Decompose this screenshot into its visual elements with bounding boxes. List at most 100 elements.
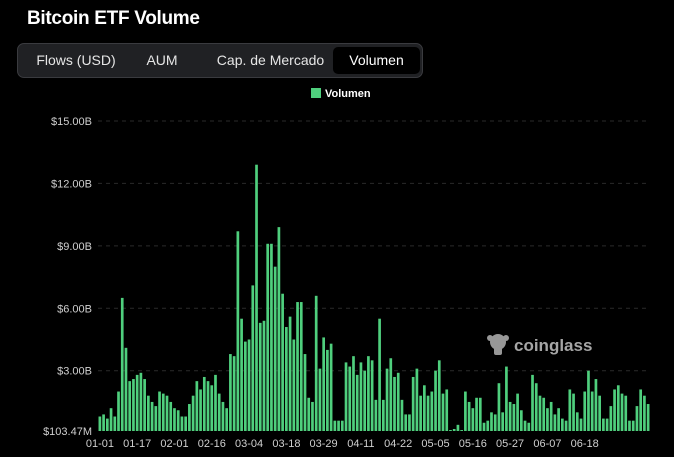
volume-bar[interactable]: [202, 376, 206, 431]
volume-bar[interactable]: [542, 397, 546, 431]
volume-bar[interactable]: [464, 391, 467, 431]
volume-bar[interactable]: [579, 418, 583, 431]
volume-bar[interactable]: [292, 339, 296, 431]
volume-bar[interactable]: [385, 368, 389, 431]
volume-bar[interactable]: [109, 408, 113, 431]
volume-bar[interactable]: [232, 356, 236, 431]
volume-bar[interactable]: [575, 412, 579, 431]
volume-bar[interactable]: [273, 266, 277, 431]
volume-bar[interactable]: [609, 406, 613, 431]
volume-bar[interactable]: [344, 362, 348, 431]
volume-bar[interactable]: [490, 412, 493, 431]
volume-bar[interactable]: [557, 408, 560, 431]
volume-bar[interactable]: [516, 393, 519, 431]
volume-bar[interactable]: [120, 297, 124, 431]
volume-bar[interactable]: [105, 418, 109, 431]
volume-bar[interactable]: [139, 372, 143, 431]
volume-bar[interactable]: [165, 395, 169, 431]
volume-bar[interactable]: [367, 356, 370, 431]
volume-bar[interactable]: [180, 416, 184, 431]
volume-bar[interactable]: [553, 414, 557, 431]
volume-bar[interactable]: [255, 164, 258, 431]
volume-bar[interactable]: [587, 370, 590, 431]
volume-bar[interactable]: [441, 393, 445, 431]
volume-bar[interactable]: [258, 322, 262, 431]
volume-bar[interactable]: [400, 399, 404, 431]
volume-bar[interactable]: [501, 412, 505, 431]
volume-bar[interactable]: [270, 243, 273, 431]
volume-bar[interactable]: [143, 379, 146, 431]
volume-bar[interactable]: [240, 318, 243, 431]
volume-bar[interactable]: [561, 418, 564, 431]
volume-bar[interactable]: [497, 383, 501, 431]
volume-bar[interactable]: [359, 362, 363, 431]
volume-bar[interactable]: [460, 430, 463, 431]
volume-bar[interactable]: [169, 401, 173, 431]
volume-bar[interactable]: [311, 401, 314, 431]
volume-bar[interactable]: [229, 354, 232, 431]
volume-bar[interactable]: [646, 404, 650, 431]
volume-bar[interactable]: [531, 374, 534, 431]
tab-flows-usd[interactable]: Flows (USD): [36, 52, 116, 68]
volume-bar[interactable]: [340, 420, 344, 431]
volume-bar[interactable]: [616, 385, 620, 431]
volume-bar[interactable]: [624, 395, 628, 431]
volume-bar[interactable]: [396, 372, 400, 431]
volume-bar[interactable]: [519, 410, 523, 431]
volume-bar[interactable]: [512, 404, 516, 431]
volume-bar[interactable]: [124, 347, 128, 431]
volume-bar[interactable]: [471, 408, 475, 431]
volume-bar[interactable]: [266, 243, 270, 431]
volume-bar[interactable]: [564, 420, 568, 431]
volume-bar[interactable]: [206, 381, 210, 431]
volume-bar[interactable]: [478, 397, 482, 431]
volume-bar[interactable]: [236, 231, 240, 431]
volume-bar[interactable]: [102, 414, 105, 431]
volume-bar[interactable]: [419, 395, 422, 431]
volume-bar[interactable]: [147, 395, 150, 431]
volume-bar[interactable]: [113, 416, 117, 431]
volume-bar[interactable]: [299, 302, 303, 431]
volume-bar[interactable]: [456, 424, 460, 431]
volume-bar[interactable]: [296, 302, 299, 431]
volume-bar[interactable]: [352, 356, 355, 431]
volume-bar[interactable]: [449, 430, 452, 431]
volume-bar[interactable]: [247, 339, 251, 431]
volume-bar[interactable]: [590, 391, 594, 431]
volume-bar[interactable]: [251, 285, 255, 431]
volume-bar[interactable]: [132, 379, 135, 431]
tab-market-cap[interactable]: Cap. de Mercado: [216, 52, 325, 68]
volume-bar[interactable]: [281, 293, 284, 431]
volume-bar[interactable]: [154, 406, 158, 431]
volume-bar[interactable]: [378, 318, 381, 431]
volume-bar[interactable]: [430, 391, 434, 431]
volume-bar[interactable]: [355, 374, 359, 431]
volume-bar[interactable]: [643, 395, 646, 431]
volume-bar[interactable]: [631, 420, 635, 431]
volume-bar[interactable]: [199, 389, 202, 431]
volume-bar[interactable]: [243, 341, 247, 431]
volume-bar[interactable]: [329, 343, 333, 431]
volume-bar[interactable]: [493, 414, 497, 431]
volume-bar[interactable]: [635, 406, 639, 431]
volume-bar[interactable]: [613, 389, 616, 431]
volume-bar[interactable]: [363, 370, 367, 431]
volume-bar[interactable]: [307, 397, 311, 431]
volume-bar[interactable]: [598, 395, 601, 431]
volume-bar[interactable]: [191, 395, 195, 431]
volume-bar[interactable]: [404, 414, 408, 431]
tab-volume[interactable]: Volumen: [333, 47, 420, 74]
volume-bar[interactable]: [184, 416, 187, 431]
volume-bar[interactable]: [158, 391, 161, 431]
volume-bar[interactable]: [423, 385, 426, 431]
volume-bar[interactable]: [583, 391, 587, 431]
volume-bar[interactable]: [214, 374, 217, 431]
volume-bar[interactable]: [348, 366, 352, 431]
volume-bar[interactable]: [505, 366, 508, 431]
volume-bar[interactable]: [486, 420, 490, 431]
volume-bar[interactable]: [176, 410, 180, 431]
volume-bar[interactable]: [285, 327, 288, 431]
volume-bar[interactable]: [135, 374, 139, 431]
volume-bar[interactable]: [161, 393, 165, 431]
volume-bar[interactable]: [333, 420, 337, 431]
